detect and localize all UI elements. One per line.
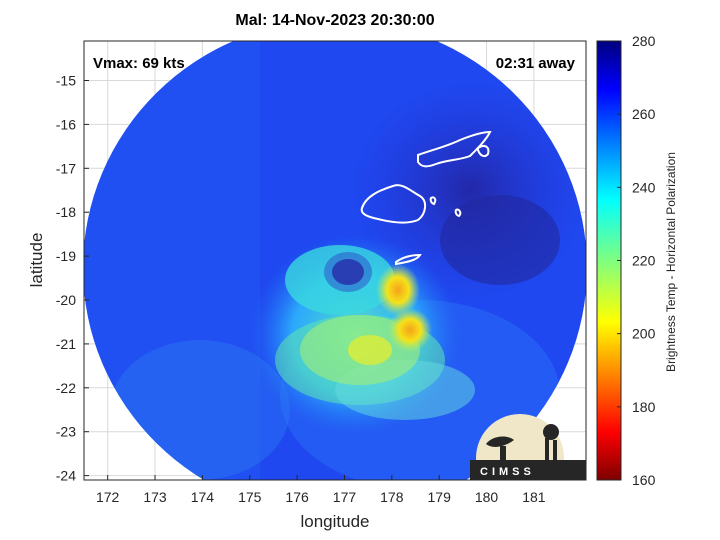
cimss-logo: CIMSS — [470, 414, 586, 480]
y-tick-label: -24 — [56, 468, 76, 484]
axes-frame — [83, 40, 587, 481]
y-tick-label: -20 — [56, 292, 76, 308]
map-title: Mal: 14-Nov-2023 20:30:00 — [235, 12, 435, 29]
coastline-vanua-levu — [417, 130, 492, 168]
coastline-taveuni — [477, 145, 490, 158]
x-tick-label: 178 — [380, 489, 404, 505]
x-axis-ticks: 172 173 174 175 176 177 178 179 180 181 — [96, 475, 546, 505]
x-tick-label: 181 — [522, 489, 546, 505]
y-tick-label: -18 — [56, 204, 76, 220]
y-axis-title: latitude — [27, 233, 46, 288]
y-tick-label: -23 — [56, 424, 76, 440]
x-tick-label: 176 — [285, 489, 309, 505]
y-axis-ticks: -15 -16 -17 -18 -19 -20 -21 -22 -23 -24 — [56, 73, 89, 484]
radar-dish-icon — [486, 436, 514, 447]
x-tick-label: 179 — [428, 489, 452, 505]
y-tick-label: -19 — [56, 248, 76, 264]
coastline-viti-levu — [360, 184, 426, 224]
vmax-label: Vmax: 69 kts — [93, 55, 185, 72]
colorbar-title: Brightness Temp - Horizontal Polarizatio… — [664, 152, 678, 372]
colorbar-tick-label: 200 — [632, 326, 656, 342]
time-away-label: 02:31 away — [496, 55, 576, 72]
y-tick-label: -15 — [56, 73, 76, 89]
colorbar-tick-label: 280 — [632, 33, 656, 49]
x-tick-label: 173 — [143, 489, 167, 505]
x-tick-label: 180 — [475, 489, 499, 505]
water-tower-icon — [543, 424, 559, 440]
x-tick-label: 174 — [191, 489, 215, 505]
colorbar-tick-label: 220 — [632, 253, 656, 269]
coastline-outlines — [360, 130, 492, 266]
y-tick-label: -21 — [56, 336, 76, 352]
x-tick-label: 177 — [333, 489, 357, 505]
x-tick-label: 172 — [96, 489, 120, 505]
brightness-temp-swath — [84, 41, 586, 480]
y-tick-label: -16 — [56, 116, 76, 132]
coastline-kadavu — [395, 253, 422, 266]
x-tick-label: 175 — [238, 489, 262, 505]
colorbar-tick-label: 260 — [632, 106, 656, 122]
y-tick-label: -17 — [56, 160, 76, 176]
coastline-small-island-1 — [429, 196, 437, 206]
colorbar-tick-label: 160 — [632, 472, 656, 488]
colorbar-tick-label: 240 — [632, 179, 656, 195]
y-tick-label: -22 — [56, 380, 76, 396]
colorbar-ticks: 280 260 240 220 200 180 160 — [617, 33, 656, 488]
logo-text: CIMSS — [480, 466, 535, 478]
coastline-small-island-2 — [454, 208, 462, 218]
x-axis-title: longitude — [300, 512, 369, 531]
colorbar-tick-label: 180 — [632, 399, 656, 415]
